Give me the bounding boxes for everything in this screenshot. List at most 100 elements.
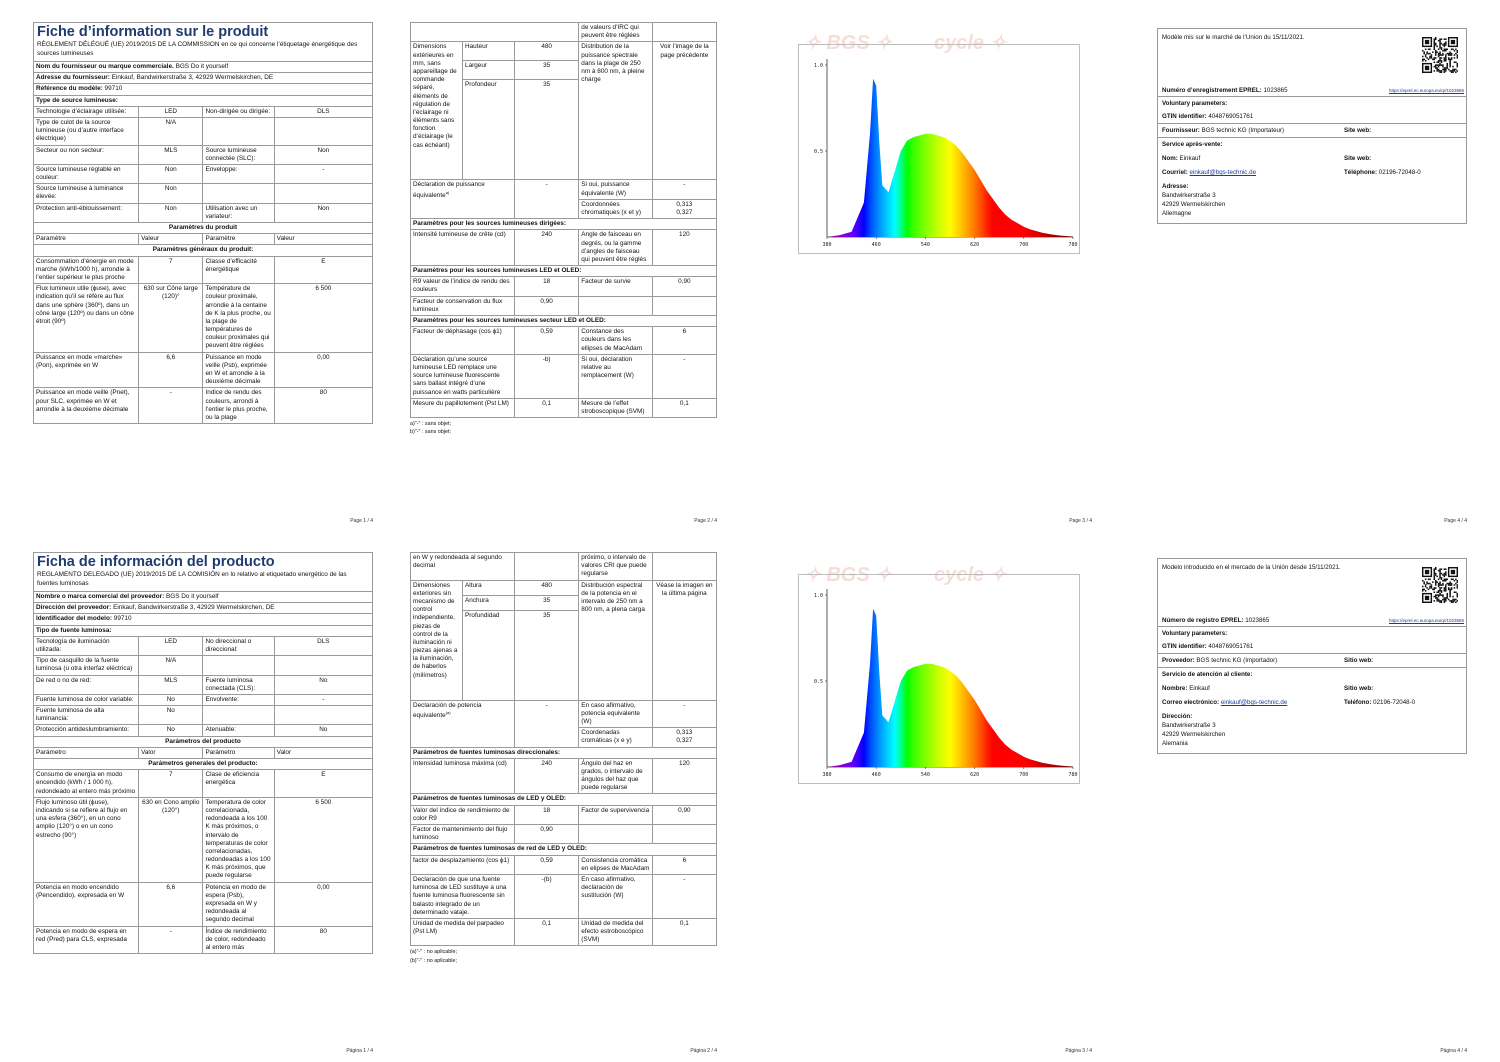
table-row: Source lumineuse à luminance élevée: Non [32, 183, 374, 204]
cell: - [514, 699, 580, 748]
table-cell [651, 823, 718, 845]
qr-code-icon[interactable] [1422, 37, 1459, 74]
address-label: Adresse: [1162, 183, 1189, 190]
cell: Dimensiones exteriores sin mecanismo de … [409, 579, 464, 701]
table-row: De red o no de red: MLS Fuente luminosa co… [32, 674, 374, 695]
cell: Voir l’image de la page précédente [651, 41, 718, 181]
cell: - [651, 699, 718, 729]
eprel-link[interactable]: https://eprel.ec.europa.eu/qr/1023865 [1388, 88, 1464, 93]
cell: Distribución espectral de la potencia en… [578, 579, 653, 701]
table-cell: Factor de mantenimiento del flujo lumino… [409, 823, 516, 845]
header-cell: Parámetro [202, 746, 275, 760]
fr-info-table-2: de valeurs d’IRC qui peuvent être réglée… [409, 21, 718, 419]
table-cell: No [273, 674, 374, 695]
table-cell: Enveloppe: [202, 163, 275, 185]
page-number: Page 1 / 4 [350, 518, 373, 524]
table-cell [202, 705, 275, 726]
voluntary-label: Voluntary parameters: [1162, 100, 1228, 107]
table-cell: Temperatura de color correlacionada, red… [202, 796, 275, 883]
es-info-table: Nombre o marca comercial del proveedor: … [32, 591, 374, 955]
service-label: Servicio de atención al cliente: [1162, 671, 1253, 678]
qr-code-icon[interactable] [1422, 567, 1459, 604]
supplier-label: Proveedor: [1162, 657, 1195, 664]
section-heading: Parámetros del producto [33, 735, 373, 748]
table-cell: Puissance en mode veille (Pnet), pour SL… [32, 387, 140, 425]
table-cell: 80 [273, 387, 374, 425]
table-row: Protección antideslumbramiento: No Atenuab… [32, 724, 374, 737]
table-row: Fuente luminosa de alta luminancia: No [32, 705, 374, 726]
footnote: a)"-" : sans objet; [410, 421, 451, 428]
cell: 480 [514, 41, 580, 62]
table-cell: 0,90 [651, 276, 718, 297]
es-page-4: Modelo introducido en el mercado de la U… [1157, 552, 1467, 1062]
table-cell: N/A [138, 655, 204, 676]
address-line: Bandwirkerstraße 3 [1162, 722, 1216, 729]
page-number: Page 4 / 4 [1444, 518, 1467, 524]
table-cell: Utilisation avec un variateur: [202, 202, 275, 224]
table-cell: 0,1 [514, 397, 580, 419]
website-label: Site web: [1344, 127, 1372, 134]
table-cell: No [273, 724, 374, 737]
table-cell: N/A [138, 116, 204, 146]
eprel-label: Numéro d’enregistrement EPREL: [1162, 87, 1262, 94]
address-value: Einkauf, Bandwirkerstraße 3, 42929 Werme… [113, 604, 275, 612]
table-cell [202, 116, 275, 146]
table-row: Tipo de casquillo de la fuente luminosa … [32, 655, 374, 676]
regulation-text: RÈGLEMENT DÉLÉGUÉ (UE) 2019/2015 DE LA C… [37, 41, 358, 57]
address-label: Dirección del proveedor: [36, 604, 112, 612]
table-cell: Déclaration qu’une source lumineuse LED … [409, 353, 516, 399]
table-cell: - [273, 693, 374, 707]
table-cell: No [138, 705, 204, 726]
table-row: Flux lumineux utile (ɸuse), avec indicat… [32, 283, 374, 353]
table-cell: Type de culot de la source lumineuse (ou… [32, 116, 140, 146]
contact-box: Modèle mis sur le marché de l’Union du 1… [1157, 28, 1467, 224]
gtin-label: GTIN identifier: [1162, 113, 1207, 120]
eprel-value: 1023865 [1245, 617, 1270, 624]
table-row: Consumo de energía en modo encendido (kW… [32, 769, 374, 798]
address-line: Bandwirkerstraße 3 [1162, 192, 1216, 199]
table-cell: Flux lumineux utile (ɸuse), avec indicat… [32, 283, 140, 353]
section-heading: Paramètres pour les sources lumineuses L… [410, 265, 717, 278]
footnote: b)"-" : sans objet; [410, 429, 451, 436]
eprel-value: 1023865 [1263, 87, 1288, 94]
cell: de valeurs d’IRC qui peuvent être réglée… [578, 21, 653, 43]
email-link[interactable]: einkauf@bgs-technic.de [1220, 699, 1288, 706]
fr-page-4: Modèle mis sur le marché de l’Union du 1… [1157, 22, 1467, 532]
name-label: Nom: [1162, 155, 1178, 162]
table-cell [273, 116, 374, 146]
eprel-link[interactable]: https://eprel.ec.europa.eu/qr/1023865 [1388, 618, 1464, 623]
table-cell [202, 655, 275, 676]
table-cell: Declaración de que una fuente luminosa d… [409, 873, 516, 919]
eprel-label: Número de registro EPREL: [1162, 617, 1244, 624]
table-row: Facteur de déphasage (cos ɸ1) 0,59 Constan… [409, 326, 718, 355]
spectrum-chart: 380 460 540 620 700 780 0.5 1.0 [798, 574, 1080, 784]
gtin-label: GTIN identifier: [1162, 643, 1207, 650]
phone-label: Teléfono: [1344, 699, 1372, 706]
spectrum-area [827, 78, 1073, 237]
address-line: 42929 Wermelskirchen [1162, 731, 1226, 738]
fr-page-2: de valeurs d’IRC qui peuvent être réglée… [409, 21, 718, 532]
page-number: Página 2 / 4 [690, 1048, 717, 1054]
table-cell: Consommation d’énergie en mode marche (k… [32, 255, 140, 285]
table-cell: - [651, 873, 718, 919]
address-label: Dirección: [1162, 713, 1193, 720]
page-number: Page 3 / 4 [1069, 518, 1092, 524]
table-cell: Unidad de medida del efecto estroboscópi… [578, 917, 653, 947]
fr-page-1: Fiche d’information sur le produit RÈGLE… [32, 22, 374, 532]
table-cell: Factor de supervivencia [578, 804, 653, 826]
table-cell: No [138, 724, 204, 737]
table-cell: Potencia en modo de espera (Psb), expres… [202, 881, 275, 927]
fr-info-table: Nom du fournisseur ou marque commerciale… [32, 61, 374, 425]
section-heading: Type de source lumineuse: [33, 94, 373, 107]
website-label: Site web: [1344, 155, 1372, 162]
table-cell: 18 [514, 276, 580, 297]
cell: 0,313 [676, 200, 693, 208]
table-cell: No direccional o direccional: [202, 635, 275, 657]
table-row: Source lumineuse réglable en couleur: Non… [32, 163, 374, 185]
email-link[interactable]: einkauf@bgs-technic.de [1189, 169, 1257, 176]
table-cell: De red o no de red: [32, 674, 140, 695]
section-heading: Paramètres pour les sources lumineuses d… [410, 218, 717, 231]
table-row: Flujo luminoso útil (ɸuse), indicando si… [32, 796, 374, 883]
table-cell: Atenuable: [202, 724, 275, 737]
table-cell: 0,59 [514, 326, 580, 355]
